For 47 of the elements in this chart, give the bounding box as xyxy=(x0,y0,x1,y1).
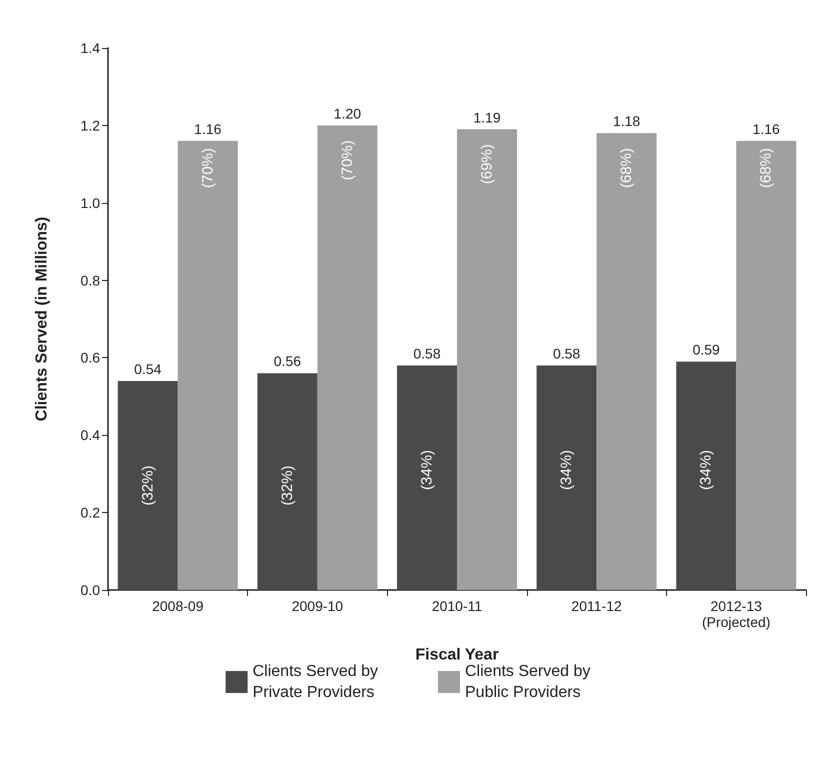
bar xyxy=(257,373,318,590)
annotation: (32%) xyxy=(139,465,156,506)
annotation: (68%) xyxy=(758,148,775,188)
data-label: 1.20 xyxy=(334,105,362,122)
x-tick-label: 2012-13 (Projected) xyxy=(702,598,770,630)
y-tick-label: 0.8 xyxy=(80,272,100,288)
annotation: (34%) xyxy=(558,450,576,490)
y-tick-label: 0.4 xyxy=(80,427,100,444)
bar xyxy=(736,140,796,590)
annotation: (70%) xyxy=(338,140,356,180)
annotation: (69%) xyxy=(478,144,496,184)
bar xyxy=(676,362,736,590)
bar xyxy=(457,129,517,590)
y-tick-label: 1.0 xyxy=(80,194,100,211)
bar xyxy=(536,365,597,590)
annotation: (70%) xyxy=(199,148,216,188)
data-label: 1.16 xyxy=(752,120,780,137)
y-tick-label: 1.2 xyxy=(80,117,100,134)
annotation: (34%) xyxy=(418,450,436,490)
data-label: 1.16 xyxy=(194,120,222,137)
bar xyxy=(118,380,178,590)
data-label: 0.54 xyxy=(134,360,162,377)
data-label: 0.56 xyxy=(274,353,302,370)
annotation: (34%) xyxy=(698,450,715,490)
x-tick-label: 2008-09 xyxy=(152,598,204,614)
y-axis-title: Clients Served (in Millions) xyxy=(34,216,50,422)
annotation: (32%) xyxy=(278,465,296,506)
x-tick-label: 2009-10 xyxy=(292,598,344,614)
data-label: 1.18 xyxy=(612,113,640,130)
data-label: 0.58 xyxy=(413,345,441,362)
y-tick-label: 0.6 xyxy=(80,350,100,366)
bar xyxy=(178,140,238,590)
x-tick-label: 2010-11 xyxy=(432,598,482,614)
y-tick-label: 1.4 xyxy=(80,40,100,56)
bar xyxy=(397,365,457,590)
bar xyxy=(317,125,378,590)
bar xyxy=(596,133,657,590)
legend-label: Clients Served by Private Providers xyxy=(252,663,378,701)
data-label: 0.58 xyxy=(552,345,580,362)
y-tick-label: 0.0 xyxy=(80,582,100,598)
data-label: 0.59 xyxy=(692,342,720,358)
y-tick-label: 0.2 xyxy=(80,504,100,521)
x-tick-label: 2011-12 xyxy=(571,598,622,614)
data-label: 1.19 xyxy=(473,109,501,126)
x-axis-title: Fiscal Year xyxy=(415,646,499,664)
annotation: (68%) xyxy=(618,148,636,188)
legend-label: Clients Served by Public Providers xyxy=(465,663,590,701)
